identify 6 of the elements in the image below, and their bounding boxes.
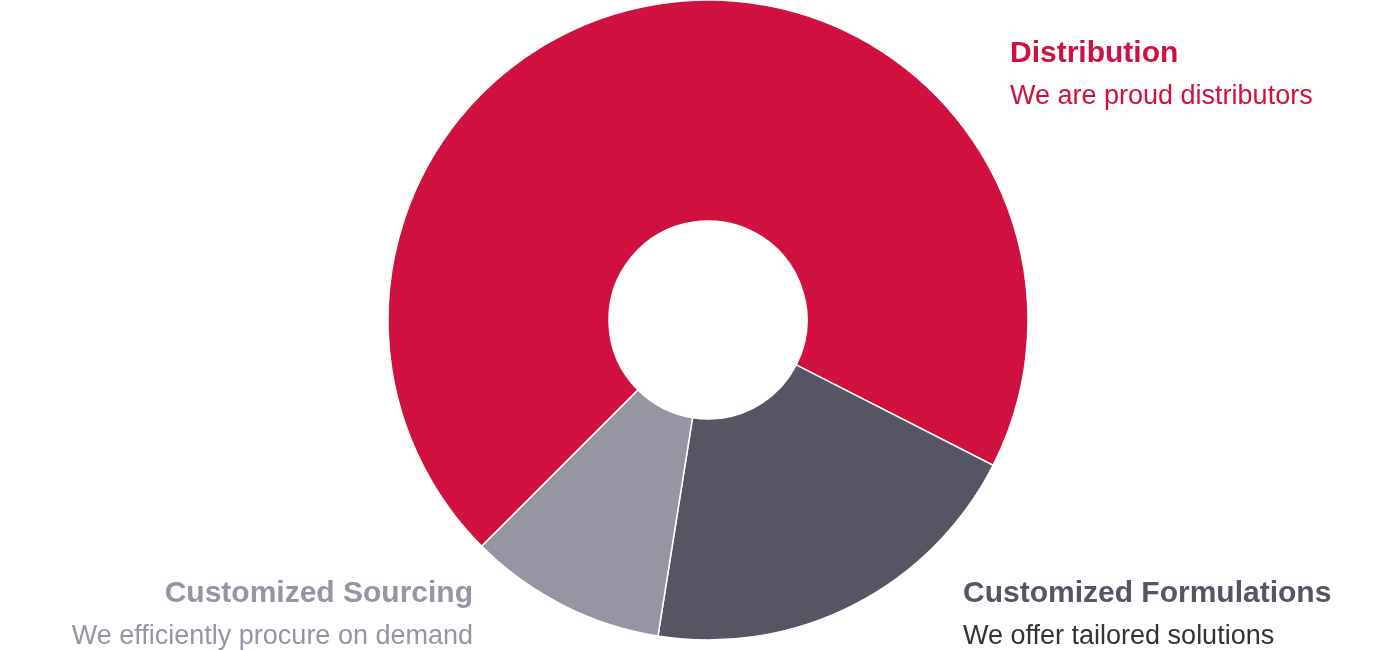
slice-label: Customized Formulations bbox=[963, 575, 1332, 608]
slice-label: Customized Sourcing bbox=[164, 575, 473, 608]
text: We offer tailored solutions bbox=[963, 620, 1275, 650]
text: We are proud distributors bbox=[1010, 80, 1313, 110]
slice-label: Distribution bbox=[1010, 35, 1179, 68]
text: We efficiently procure on demand bbox=[71, 620, 473, 650]
